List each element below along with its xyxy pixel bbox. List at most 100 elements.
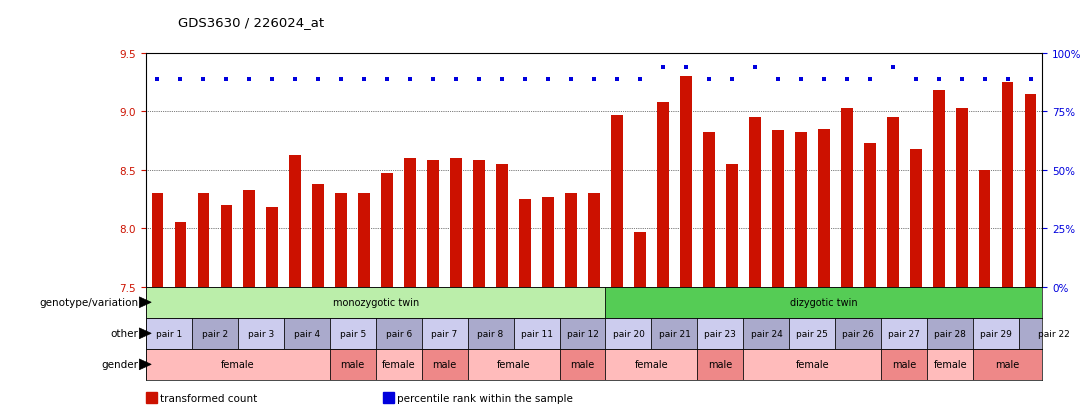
Text: transformed count: transformed count: [160, 393, 257, 403]
Text: male: male: [570, 359, 595, 370]
Point: [793, 76, 810, 83]
Point: [585, 76, 603, 83]
Bar: [146, 287, 606, 318]
Point: [333, 76, 350, 83]
Point: [815, 76, 833, 83]
Bar: [698, 318, 743, 349]
Point: [724, 76, 741, 83]
Point: [769, 76, 786, 83]
Text: male: male: [340, 359, 365, 370]
Text: pair 5: pair 5: [339, 329, 366, 338]
Text: pair 20: pair 20: [612, 329, 645, 338]
Bar: [267, 208, 278, 287]
Text: female: female: [635, 359, 669, 370]
Bar: [606, 349, 698, 380]
Bar: [589, 194, 599, 287]
Bar: [329, 349, 376, 380]
Point: [861, 76, 878, 83]
Point: [654, 64, 672, 71]
Bar: [956, 109, 968, 287]
Bar: [565, 194, 577, 287]
Bar: [220, 205, 232, 287]
Bar: [519, 199, 530, 287]
Text: pair 11: pair 11: [521, 329, 553, 338]
Text: pair 21: pair 21: [659, 329, 690, 338]
Point: [1022, 76, 1039, 83]
Bar: [376, 318, 421, 349]
Bar: [450, 159, 462, 287]
Text: female: female: [382, 359, 416, 370]
Point: [402, 76, 419, 83]
Bar: [789, 318, 835, 349]
Bar: [473, 161, 485, 287]
Text: female: female: [933, 359, 967, 370]
Bar: [146, 349, 329, 380]
Point: [217, 76, 234, 83]
Bar: [864, 144, 876, 287]
Bar: [726, 164, 738, 287]
Text: GDS3630 / 226024_at: GDS3630 / 226024_at: [178, 16, 324, 29]
Point: [241, 76, 258, 83]
Bar: [795, 133, 807, 287]
Bar: [1020, 318, 1080, 349]
Bar: [887, 118, 899, 287]
Bar: [1025, 95, 1037, 287]
Text: pair 3: pair 3: [247, 329, 274, 338]
Bar: [559, 349, 606, 380]
Bar: [151, 194, 163, 287]
Text: pair 24: pair 24: [751, 329, 782, 338]
Text: male: male: [432, 359, 457, 370]
Bar: [542, 197, 554, 287]
Text: pair 26: pair 26: [842, 329, 875, 338]
Point: [264, 76, 281, 83]
Bar: [312, 184, 324, 287]
Bar: [928, 349, 973, 380]
Bar: [841, 109, 852, 287]
Bar: [468, 318, 514, 349]
Point: [172, 76, 189, 83]
Point: [494, 76, 511, 83]
Bar: [743, 318, 789, 349]
Point: [746, 64, 764, 71]
Bar: [421, 349, 468, 380]
Point: [563, 76, 580, 83]
Text: female: female: [497, 359, 530, 370]
Text: pair 1: pair 1: [156, 329, 181, 338]
Bar: [611, 116, 623, 287]
Text: pair 7: pair 7: [432, 329, 458, 338]
Point: [907, 76, 924, 83]
Point: [632, 76, 649, 83]
Text: pair 12: pair 12: [567, 329, 598, 338]
Text: female: female: [221, 359, 255, 370]
Text: female: female: [796, 359, 829, 370]
Bar: [606, 287, 1042, 318]
Text: pair 4: pair 4: [294, 329, 320, 338]
Bar: [192, 318, 238, 349]
Bar: [559, 318, 606, 349]
Text: monozygotic twin: monozygotic twin: [333, 297, 419, 308]
Point: [286, 76, 303, 83]
Bar: [658, 103, 669, 287]
Text: dizygotic twin: dizygotic twin: [791, 297, 858, 308]
Point: [149, 76, 166, 83]
Bar: [284, 318, 329, 349]
Bar: [973, 318, 1020, 349]
Bar: [978, 171, 990, 287]
Text: male: male: [708, 359, 732, 370]
Point: [677, 64, 694, 71]
Bar: [336, 194, 347, 287]
Bar: [606, 318, 651, 349]
Bar: [497, 164, 508, 287]
Bar: [651, 318, 698, 349]
Text: pair 22: pair 22: [1038, 329, 1069, 338]
Text: percentile rank within the sample: percentile rank within the sample: [397, 393, 573, 403]
Point: [838, 76, 855, 83]
Bar: [634, 232, 646, 287]
Point: [471, 76, 488, 83]
Point: [447, 76, 464, 83]
Bar: [973, 349, 1042, 380]
Text: pair 28: pair 28: [934, 329, 967, 338]
Point: [516, 76, 534, 83]
Point: [700, 76, 717, 83]
Bar: [819, 130, 829, 287]
